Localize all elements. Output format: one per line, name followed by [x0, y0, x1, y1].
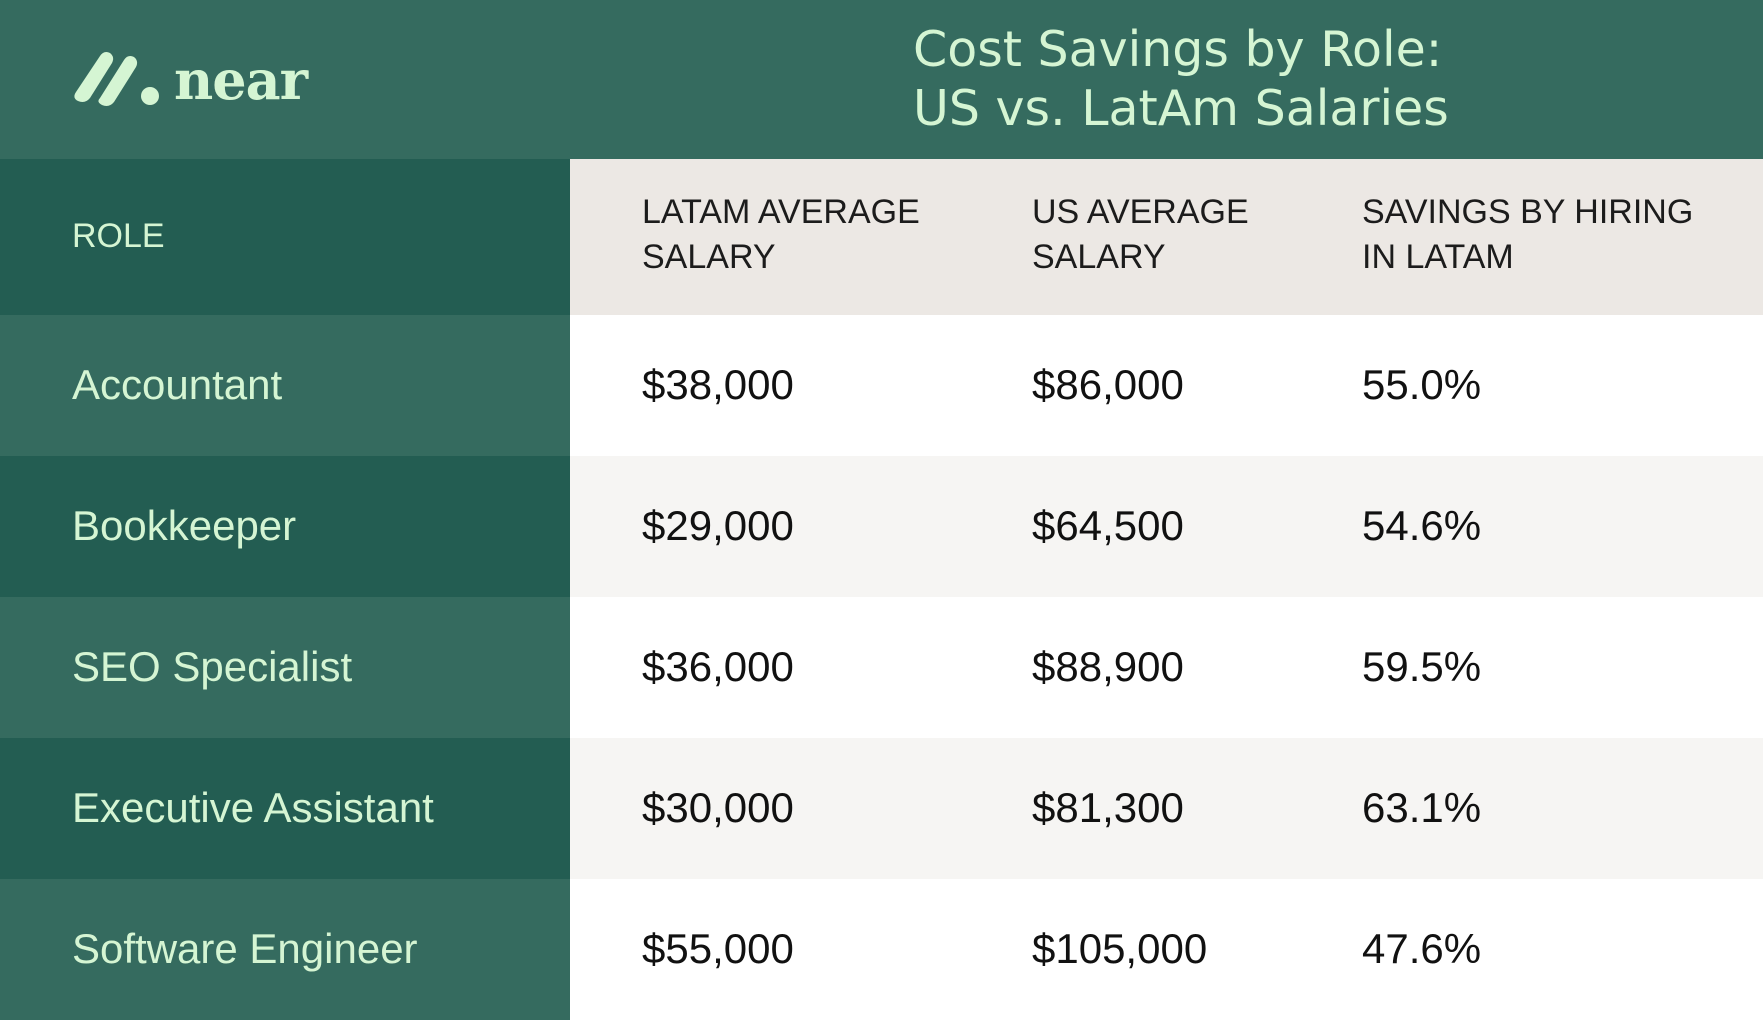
savings-value: 63.1%: [1362, 784, 1482, 831]
latam-salary-value: $55,000: [642, 925, 794, 972]
savings-column-header: SAVINGS BY HIRING IN LATAM: [1362, 190, 1693, 280]
brand-wordmark: near: [174, 48, 308, 112]
header-band: near Cost Savings by Role: US vs. LatAm …: [0, 0, 1763, 159]
table-row: SEO Specialist $36,000 $88,900 59.5%: [0, 597, 1763, 738]
column-header-line: LATAM AVERAGE: [642, 193, 920, 231]
latam-salary-value: $30,000: [642, 784, 794, 831]
role-column-header: ROLE: [0, 159, 570, 315]
table-row: Executive Assistant $30,000 $81,300 63.1…: [0, 738, 1763, 879]
near-logo-icon: [74, 52, 159, 106]
role-column-header-label: ROLE: [72, 217, 165, 255]
brand-logo: near: [70, 44, 330, 120]
latam-salary-value: $38,000: [642, 361, 794, 408]
us-salary-value: $81,300: [1032, 784, 1184, 831]
savings-value: 55.0%: [1362, 361, 1482, 408]
role-label: SEO Specialist: [72, 643, 353, 690]
role-cell: Bookkeeper: [0, 456, 570, 597]
column-header-band: [570, 159, 1763, 315]
data-cells: [570, 456, 1763, 597]
latam-salary-value: $36,000: [642, 643, 794, 690]
savings-value: 59.5%: [1362, 643, 1482, 690]
latam-salary-column-header: LATAM AVERAGE SALARY: [642, 190, 920, 280]
data-cells: [570, 879, 1763, 1020]
role-label: Executive Assistant: [72, 784, 434, 831]
us-salary-column-header: US AVERAGE SALARY: [1032, 190, 1249, 280]
us-salary-value: $64,500: [1032, 502, 1184, 549]
table-row: Bookkeeper $29,000 $64,500 54.6%: [0, 456, 1763, 597]
chart-title-line-2: US vs. LatAm Salaries: [913, 80, 1449, 137]
us-salary-value: $105,000: [1032, 925, 1208, 972]
role-cell: Software Engineer: [0, 879, 570, 1020]
savings-value: 54.6%: [1362, 502, 1482, 549]
role-cell: SEO Specialist: [0, 597, 570, 738]
savings-value: 47.6%: [1362, 925, 1482, 972]
table-row: Accountant $38,000 $86,000 55.0%: [0, 315, 1763, 456]
column-header-line: US AVERAGE: [1032, 193, 1249, 231]
table-row: Software Engineer $55,000 $105,000 47.6%: [0, 879, 1763, 1020]
us-salary-value: $88,900: [1032, 643, 1184, 690]
role-cell: Accountant: [0, 315, 570, 456]
data-cells: [570, 738, 1763, 879]
us-salary-value: $86,000: [1032, 361, 1184, 408]
role-cell: Executive Assistant: [0, 738, 570, 879]
data-cells: [570, 597, 1763, 738]
chart-title-line-1: Cost Savings by Role:: [913, 21, 1443, 78]
role-label: Accountant: [72, 361, 283, 408]
latam-salary-value: $29,000: [642, 502, 794, 549]
role-label: Bookkeeper: [72, 502, 297, 549]
role-label: Software Engineer: [72, 925, 418, 972]
column-header-line: IN LATAM: [1362, 238, 1514, 276]
column-header-line: SAVINGS BY HIRING: [1362, 193, 1694, 231]
column-header-line: SALARY: [1032, 238, 1166, 276]
column-header-line: SALARY: [642, 238, 776, 276]
chart-title: Cost Savings by Role: US vs. LatAm Salar…: [913, 20, 1753, 138]
data-cells: [570, 315, 1763, 456]
